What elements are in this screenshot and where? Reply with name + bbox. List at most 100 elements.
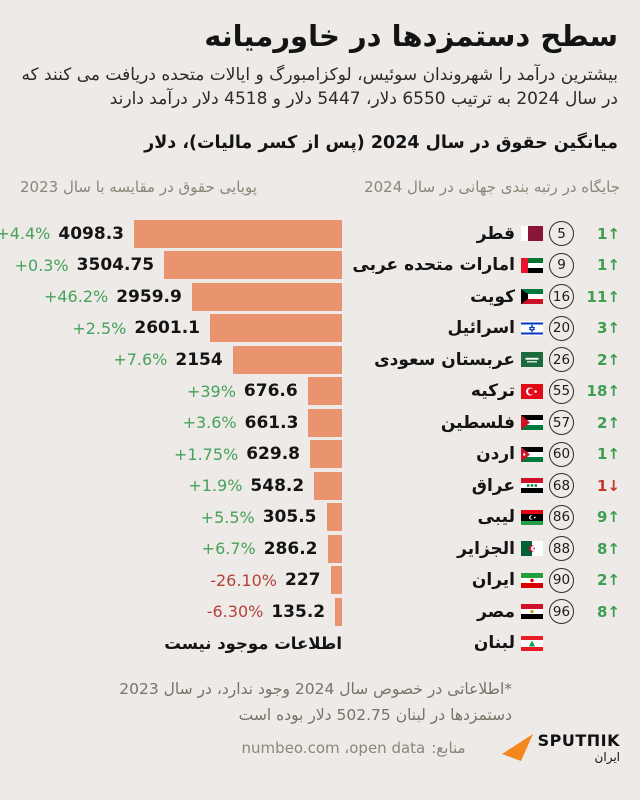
row-value-zone: -26.10% 227	[20, 566, 342, 595]
column-headers: پویایی حقوق در مقایسه با سال 2023 جایگاه…	[20, 178, 620, 196]
footnote-line-2: دستمزدها در لبنان 502.75 دلار بوده است	[238, 706, 512, 724]
salary-value: 2154	[175, 349, 223, 370]
flag-palestine-icon	[521, 415, 543, 431]
salary-change-percent: +7.6%	[113, 350, 168, 370]
salary-value: 4098.3	[58, 223, 124, 244]
row-country-zone: عراق 68 1↓	[342, 473, 620, 499]
flag-iraq-icon	[521, 478, 543, 494]
page-subtitle: بیشترین درآمد را شهروندان سوئیس، لوکزامب…	[21, 65, 618, 109]
row-country-zone: مصر 96 8↑	[342, 599, 620, 625]
salary-bar	[335, 597, 342, 626]
salary-change-percent: +0.3%	[14, 255, 69, 275]
row-country-zone: عربستان سعودی 26 2↑	[342, 347, 620, 373]
country-name: کویت	[470, 286, 515, 307]
row-country-zone: لبنان	[342, 631, 620, 656]
salary-value: 286.2	[263, 538, 318, 559]
rank-badge: 57	[549, 410, 574, 436]
salary-value: 2959.9	[116, 286, 182, 307]
salary-value: 661.3	[244, 412, 299, 433]
rank-change: 11↑	[586, 287, 620, 306]
row-country-zone: امارات متحده عربی 9 1↑	[342, 252, 620, 278]
table-row: +2.5% 2601.1 اسرائیل 20 3↑	[20, 313, 620, 345]
flag-kuwait-icon	[521, 289, 543, 305]
table-row: +6.7% 286.2 الجزایر 88 8↑	[20, 533, 620, 565]
row-value-zone: +39% 676.6	[20, 377, 342, 406]
salary-change-percent: +6.7%	[201, 539, 256, 559]
flag-lebanon-icon	[521, 635, 543, 651]
table-row: +5.5% 305.5 لیبی 86 9↑	[20, 502, 620, 534]
salary-value: 548.2	[250, 475, 305, 496]
rank-change: 2↑	[596, 350, 620, 369]
salary-change-percent: +1.75%	[173, 444, 239, 464]
table-row: +1.75% 629.8 اردن 60 1↑	[20, 439, 620, 471]
row-value-zone: +1.75% 629.8	[20, 440, 342, 469]
salary-change-percent: +3.6%	[182, 413, 237, 433]
rank-badge: 55	[549, 378, 574, 404]
country-name: عراق	[471, 475, 515, 496]
rank-change: 3↑	[596, 319, 620, 338]
salary-bar	[164, 251, 342, 280]
rank-change: 1↑	[596, 445, 620, 464]
flag-turkey-icon	[521, 383, 543, 399]
row-value-zone: +7.6% 2154	[20, 345, 342, 374]
salary-value: 3504.75	[76, 255, 155, 276]
salary-bar	[191, 282, 342, 311]
salary-value: 227	[285, 570, 321, 591]
row-country-zone: اسرائیل 20 3↑	[342, 315, 620, 341]
table-row: -26.10% 227 ایران 90 2↑	[20, 565, 620, 597]
rank-change: 8↑	[596, 602, 620, 621]
row-value-zone: +1.9% 548.2	[20, 471, 342, 500]
rank-badge: 5	[549, 221, 574, 247]
salary-change-percent: -6.30%	[206, 602, 264, 622]
row-country-zone: اردن 60 1↑	[342, 441, 620, 467]
salary-change-percent: +39%	[186, 381, 236, 401]
footnote-line-1: *اطلاعاتی در خصوص سال 2024 وجود ندارد، د…	[119, 680, 512, 698]
country-name: ایران	[471, 570, 515, 591]
table-row: اطلاعات موجود نیست لبنان	[20, 628, 620, 660]
salary-bar	[314, 471, 342, 500]
table-row: +0.3% 3504.75 امارات متحده عربی 9 1↑	[15, 250, 620, 282]
chart-title: میانگین حقوق در سال 2024 (پس از کسر مالی…	[144, 133, 618, 153]
salary-change-percent: +46.2%	[43, 287, 109, 307]
source-label: منابع:	[431, 739, 466, 757]
flag-jordan-icon	[521, 446, 543, 462]
column-header-global-rank: جایگاه در رتبه بندی جهانی در سال 2024	[364, 178, 620, 196]
row-value-zone: +4.4% 4098.3	[0, 219, 342, 248]
country-name: امارات متحده عربی	[352, 255, 515, 276]
row-value-zone: +5.5% 305.5	[20, 503, 342, 532]
salary-bar	[330, 566, 342, 595]
country-name: عربستان سعودی	[374, 349, 515, 370]
flag-qatar-icon	[521, 226, 543, 242]
column-header-salary-dynamics: پویایی حقوق در مقایسه با سال 2023	[20, 178, 257, 196]
table-row: +39% 676.6 ترکیه 55 18↑	[20, 376, 620, 408]
row-country-zone: کویت 16 11↑	[342, 284, 620, 310]
flag-uae-icon	[521, 257, 543, 273]
rank-badge: 60	[549, 441, 574, 467]
salary-bar	[327, 534, 342, 563]
salary-value: 135.2	[271, 601, 326, 622]
salary-value: 305.5	[262, 507, 317, 528]
rank-change: 8↑	[596, 539, 620, 558]
table-row: +46.2% 2959.9 کویت 16 11↑	[20, 281, 620, 313]
sputnik-arrow-icon	[501, 734, 533, 761]
rank-badge: 16	[549, 284, 574, 310]
salary-value: 676.6	[243, 381, 298, 402]
row-country-zone: ایران 90 2↑	[342, 567, 620, 593]
row-country-zone: لیبی 86 9↑	[342, 504, 620, 530]
country-name: الجزایر	[457, 538, 515, 559]
rank-change: 1↓	[596, 476, 620, 495]
bar-chart: +4.4% 4098.3 قطر 5 1↑ +0.3% 3504.75 امار…	[0, 218, 620, 660]
country-name: قطر	[476, 223, 515, 244]
country-name: فلسطین	[440, 412, 515, 433]
salary-change-percent: +5.5%	[200, 507, 255, 527]
footnote: *اطلاعاتی در خصوص سال 2024 وجود ندارد، د…	[20, 676, 620, 728]
row-value-zone: +46.2% 2959.9	[20, 282, 342, 311]
row-country-zone: قطر 5 1↑	[342, 221, 620, 247]
salary-change-percent: +4.4%	[0, 224, 51, 244]
row-value-zone: -6.30% 135.2	[20, 597, 342, 626]
table-row: +3.6% 661.3 فلسطین 57 2↑	[20, 407, 620, 439]
table-row: +1.9% 548.2 عراق 68 1↓	[20, 470, 620, 502]
country-name: لیبی	[477, 507, 515, 528]
sputnik-brand-sub: ایران	[594, 750, 620, 764]
